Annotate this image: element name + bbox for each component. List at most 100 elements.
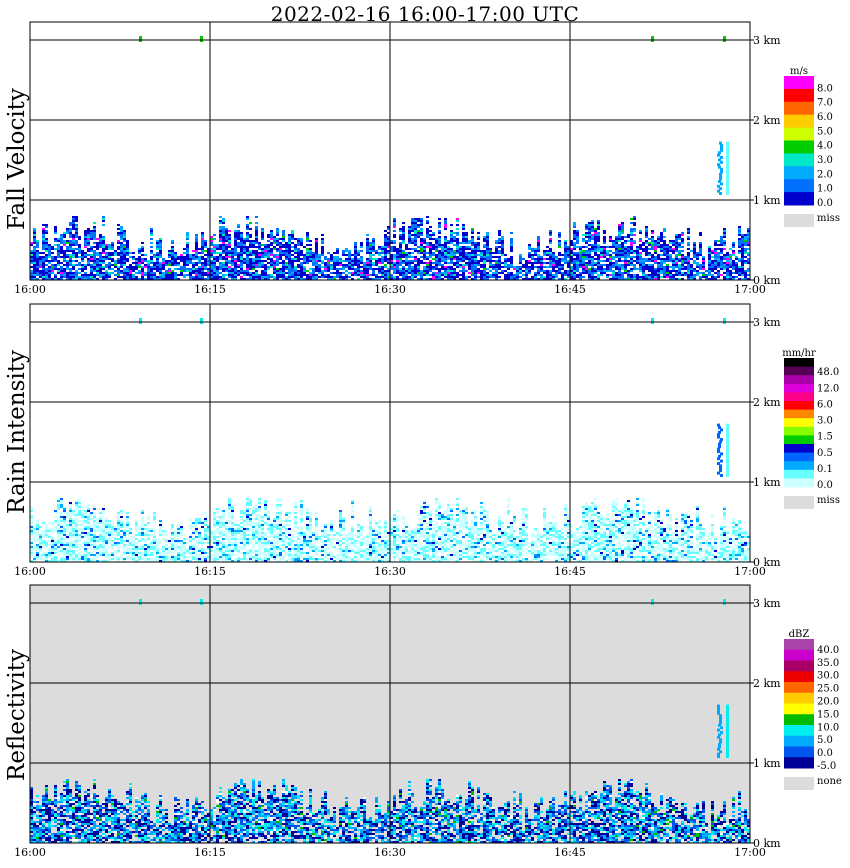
- echo-cell: [72, 240, 75, 242]
- echo-cell: [438, 242, 441, 244]
- echo-cell: [693, 254, 696, 256]
- echo-cell: [66, 512, 69, 514]
- echo-cell: [567, 272, 570, 274]
- echo-cell: [717, 276, 720, 278]
- echo-cell: [168, 256, 171, 258]
- echo-cell: [63, 538, 66, 540]
- echo-cell: [213, 260, 216, 262]
- echo-cell: [294, 256, 297, 258]
- echo-cell: [408, 234, 411, 236]
- echo-cell: [315, 258, 318, 260]
- echo-cell: [579, 260, 582, 262]
- echo-cell: [651, 244, 654, 246]
- echo-cell: [243, 238, 246, 240]
- echo-cell: [141, 258, 144, 260]
- echo-cell: [450, 248, 453, 250]
- echo-cell: [486, 240, 489, 242]
- echo-cell: [60, 274, 63, 276]
- echo-cell: [72, 522, 75, 524]
- echo-cell: [63, 528, 66, 530]
- echo-cell: [54, 522, 57, 524]
- echo-cell: [294, 252, 297, 254]
- echo-cell: [69, 236, 72, 238]
- echo-cell: [249, 264, 252, 266]
- echo-cell: [453, 232, 456, 234]
- echo-cell: [438, 278, 441, 280]
- echo-cell: [60, 236, 63, 238]
- echo-cell: [285, 266, 288, 268]
- echo-cell: [633, 276, 636, 278]
- echo-cell: [594, 232, 597, 234]
- echo-cell: [456, 242, 459, 244]
- echo-cell: [738, 230, 741, 232]
- echo-cell: [126, 244, 129, 246]
- echo-cell: [120, 526, 123, 528]
- echo-cell: [549, 266, 552, 268]
- echo-cell: [708, 246, 711, 248]
- echo-cell: [645, 254, 648, 256]
- echo-cell: [144, 556, 147, 558]
- echo-cell: [462, 232, 465, 234]
- echo-cell: [114, 254, 117, 256]
- echo-cell: [744, 248, 747, 250]
- echo-cell: [414, 224, 417, 226]
- echo-cell: [576, 240, 579, 242]
- echo-cell: [354, 252, 357, 254]
- echo-cell: [546, 250, 549, 252]
- echo-cell: [720, 256, 723, 258]
- isolated-echo: [726, 172, 729, 176]
- echo-cell: [555, 266, 558, 268]
- echo-cell: [279, 252, 282, 254]
- echo-cell: [96, 540, 99, 542]
- echo-cell: [396, 260, 399, 262]
- echo-cell: [492, 276, 495, 278]
- echo-cell: [63, 270, 66, 272]
- echo-cell: [174, 260, 177, 262]
- echo-cell: [135, 538, 138, 540]
- echo-cell: [96, 526, 99, 528]
- isolated-echo: [718, 158, 721, 162]
- echo-cell: [201, 276, 204, 278]
- echo-cell: [597, 220, 600, 222]
- echo-cell: [282, 274, 285, 276]
- echo-cell: [558, 242, 561, 244]
- echo-cell: [165, 546, 168, 548]
- echo-cell: [135, 548, 138, 550]
- isolated-echo: [139, 36, 142, 42]
- echo-cell: [414, 236, 417, 238]
- echo-cell: [81, 250, 84, 252]
- echo-cell: [66, 534, 69, 536]
- echo-cell: [84, 244, 87, 246]
- echo-cell: [708, 260, 711, 262]
- echo-cell: [552, 268, 555, 270]
- echo-cell: [177, 262, 180, 264]
- echo-cell: [684, 268, 687, 270]
- echo-cell: [36, 274, 39, 276]
- echo-cell: [69, 508, 72, 510]
- echo-cell: [360, 246, 363, 248]
- echo-cell: [180, 266, 183, 268]
- echo-cell: [33, 546, 36, 548]
- echo-cell: [126, 268, 129, 270]
- echo-cell: [291, 264, 294, 266]
- echo-cell: [246, 236, 249, 238]
- echo-cell: [291, 260, 294, 262]
- echo-cell: [225, 236, 228, 238]
- echo-cell: [393, 248, 396, 250]
- echo-cell: [486, 252, 489, 254]
- echo-cell: [243, 252, 246, 254]
- echo-cell: [732, 264, 735, 266]
- echo-cell: [255, 234, 258, 236]
- echo-cell: [600, 256, 603, 258]
- echo-cell: [102, 522, 105, 524]
- echo-cell: [693, 262, 696, 264]
- echo-cell: [78, 276, 81, 278]
- echo-cell: [366, 244, 369, 246]
- echo-cell: [501, 270, 504, 272]
- echo-cell: [603, 236, 606, 238]
- echo-cell: [471, 250, 474, 252]
- echo-cell: [96, 560, 99, 562]
- echo-cell: [102, 554, 105, 556]
- echo-cell: [255, 278, 258, 280]
- echo-cell: [69, 558, 72, 560]
